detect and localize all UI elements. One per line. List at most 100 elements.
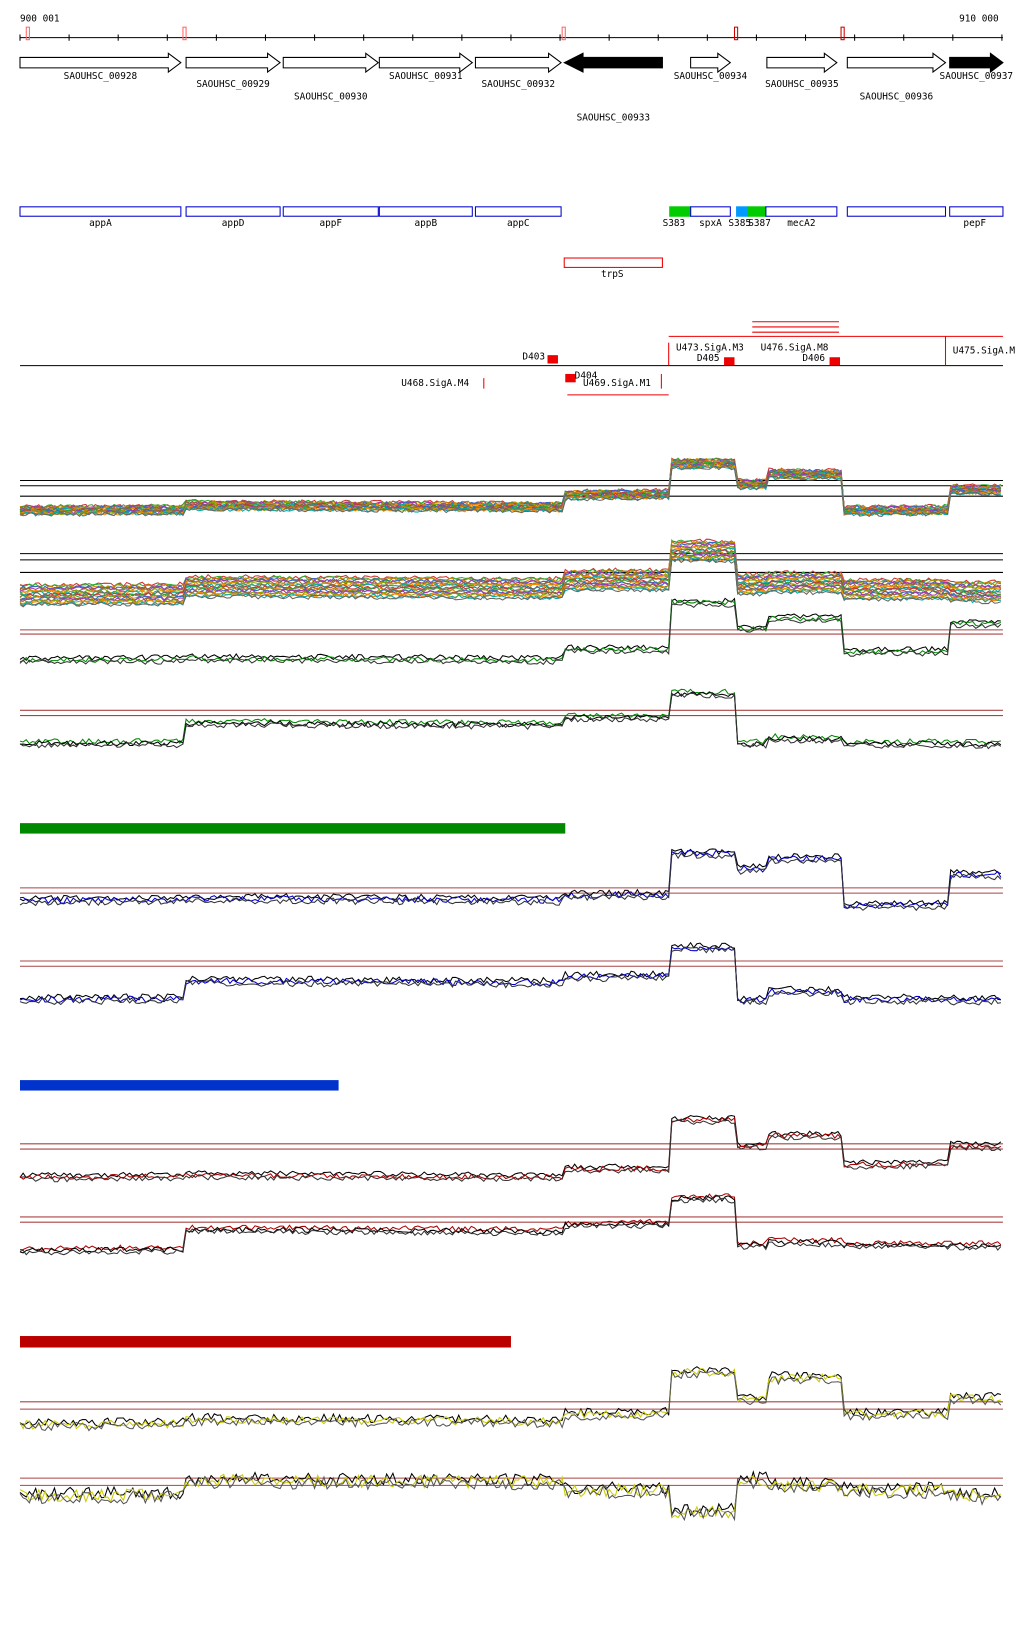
expression-trace	[19, 597, 1001, 662]
annotation-label: mecA2	[787, 218, 815, 229]
expression-trace	[19, 941, 1001, 1002]
expression-trace	[19, 457, 1002, 511]
expression-trace	[19, 1473, 1002, 1519]
site-mark	[724, 357, 735, 366]
gene-label: SAOUHSC_00930	[294, 92, 368, 103]
expression-trace	[19, 1114, 1002, 1179]
expression-trace	[19, 558, 1002, 608]
gene-arrow	[282, 52, 380, 74]
expression-trace	[19, 457, 1002, 510]
gene-arrow	[378, 52, 474, 74]
site-label: D404	[575, 371, 598, 382]
gene-label: SAOUHSC_00929	[196, 79, 270, 90]
annotation-label: appC	[507, 218, 530, 229]
expression-trace	[19, 691, 1002, 747]
expression-trace	[19, 459, 1002, 512]
expression-trace	[19, 945, 1001, 1006]
ruler-end: 910 000	[959, 13, 999, 24]
annotation-box	[185, 206, 281, 217]
annotation-label: appB	[415, 218, 438, 229]
gene-label: SAOUHSC_00928	[64, 71, 138, 82]
ruler-start: 900 001	[20, 13, 60, 24]
annotation-label: appA	[89, 218, 112, 229]
gene-label: SAOUHSC_00934	[674, 71, 748, 82]
annotation-label: S387	[748, 218, 771, 229]
gene-label: SAOUHSC_00931	[389, 71, 463, 82]
ruler-mark	[561, 26, 566, 41]
site-mark	[829, 357, 840, 366]
expression-trace	[19, 598, 1002, 664]
gene-label: SAOUHSC_00933	[577, 113, 651, 124]
site-label: U468.SigA.M4	[401, 378, 469, 389]
site-label: D405	[697, 353, 720, 364]
gene-arrow	[563, 52, 663, 73]
gene-label: SAOUHSC_00936	[860, 92, 934, 103]
expression-trace	[19, 1197, 1002, 1256]
ruler-mark	[182, 26, 187, 41]
expression-trace	[19, 692, 1002, 750]
annotation-box	[736, 206, 749, 217]
annotation-box	[378, 206, 473, 217]
expression-trace	[19, 851, 1002, 912]
annotation-box	[846, 206, 947, 217]
bar	[20, 823, 566, 834]
expression-trace	[19, 458, 1002, 511]
site-label: D406	[802, 353, 825, 364]
gene-arrow	[690, 52, 732, 74]
annotation-label: spxA	[699, 218, 722, 229]
expression-trace	[19, 1368, 1002, 1432]
bar	[20, 1080, 339, 1091]
expression-trace	[19, 1367, 1001, 1430]
annotation-box	[669, 206, 692, 217]
annotation-box	[949, 206, 1004, 217]
annotation-label: pepF	[963, 218, 986, 229]
annotation-label: appF	[319, 218, 342, 229]
site-label: U475.SigA.M	[953, 345, 1016, 356]
site-mark	[565, 373, 576, 383]
annotation-box	[474, 206, 562, 217]
expression-trace	[19, 601, 1002, 666]
expression-trace	[19, 1119, 1002, 1183]
site-label: U473.SigA.M3	[676, 342, 744, 353]
ruler-mark	[840, 26, 845, 41]
annotation-label: S385	[728, 218, 751, 229]
annotation-label: appD	[222, 218, 245, 229]
ruler-mark	[25, 26, 30, 41]
expression-trace	[19, 1195, 1002, 1254]
gene-label: SAOUHSC_00932	[482, 79, 556, 90]
annotation-box	[690, 206, 731, 217]
expression-trace	[19, 688, 1002, 745]
site-label: D403	[522, 352, 545, 363]
gene-label: SAOUHSC_00937	[940, 71, 1014, 82]
gene-arrow	[949, 52, 1004, 74]
expression-trace	[19, 457, 1002, 510]
ruler-mark	[733, 26, 739, 41]
annotation-label: trpS	[601, 269, 624, 280]
gene-arrow	[474, 52, 562, 74]
gene-arrow	[766, 52, 838, 74]
expression-trace	[19, 546, 1001, 595]
gene-arrow	[185, 52, 281, 74]
expression-trace	[19, 465, 1001, 517]
expression-trace	[19, 556, 1001, 606]
gene-arrow	[846, 52, 947, 74]
expression-trace	[19, 464, 1001, 517]
annotation-box	[747, 206, 767, 217]
annotation-label: S383	[663, 218, 686, 229]
expression-trace	[19, 848, 1002, 908]
gene-label: SAOUHSC_00935	[765, 79, 839, 90]
annotation-box	[282, 206, 379, 217]
expression-trace	[19, 1475, 1002, 1522]
annotation-box	[19, 206, 182, 217]
gene-arrow	[19, 52, 182, 74]
site-mark	[547, 355, 558, 364]
site-label: U476.SigA.M8	[761, 342, 829, 353]
annotation-box	[563, 257, 663, 268]
expression-trace	[19, 554, 1001, 603]
expression-trace	[19, 1116, 1002, 1181]
bar	[20, 1336, 511, 1348]
site-label: U469.SigA.M1	[583, 378, 651, 389]
annotation-box	[765, 206, 838, 217]
expression-trace	[19, 1366, 1002, 1427]
